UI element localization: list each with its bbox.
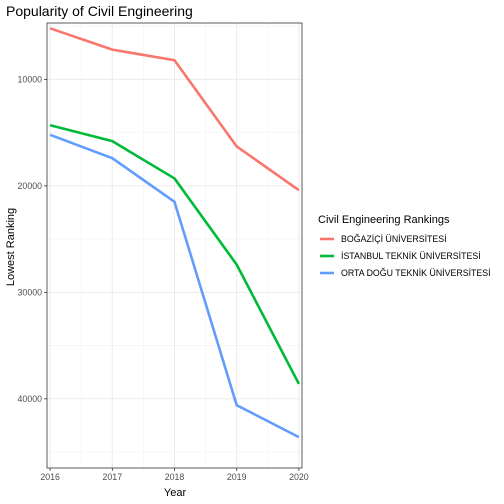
chart-title: Popularity of Civil Engineering — [6, 3, 193, 19]
legend-title: Civil Engineering Rankings — [318, 214, 450, 226]
series-line-2 — [49, 123, 301, 385]
x-tick-label: 2018 — [165, 472, 185, 482]
y-tick-label: 40000 — [18, 394, 43, 404]
series-line-1 — [49, 27, 300, 192]
plot-panel: 2016 2017 2018 2019 2020 10000 20000 30000 40000 — [18, 22, 309, 482]
x-tick-label: 2020 — [289, 472, 309, 482]
legend-label-2: İSTANBUL TEKNİK ÜNİVERSİTESİ — [341, 251, 481, 261]
x-tick-label: 2019 — [227, 472, 247, 482]
legend: Civil Engineering Rankings BOĞAZİÇİ ÜNİV… — [318, 214, 491, 278]
y-tick-label: 20000 — [18, 181, 43, 191]
series-line-3 — [49, 133, 300, 439]
y-tick-label: 10000 — [18, 74, 43, 84]
legend-label-3: ORTA DOĞU TEKNİK ÜNİVERSİTESİ — [341, 268, 491, 278]
x-axis-title: Year — [164, 487, 187, 499]
x-tick-label: 2017 — [103, 472, 123, 482]
y-tick-label: 30000 — [18, 287, 43, 297]
y-axis-title: Lowest Ranking — [5, 208, 17, 286]
legend-label-1: BOĞAZİÇİ ÜNİVERSİTESİ — [341, 234, 447, 244]
x-tick-label: 2016 — [40, 472, 60, 482]
